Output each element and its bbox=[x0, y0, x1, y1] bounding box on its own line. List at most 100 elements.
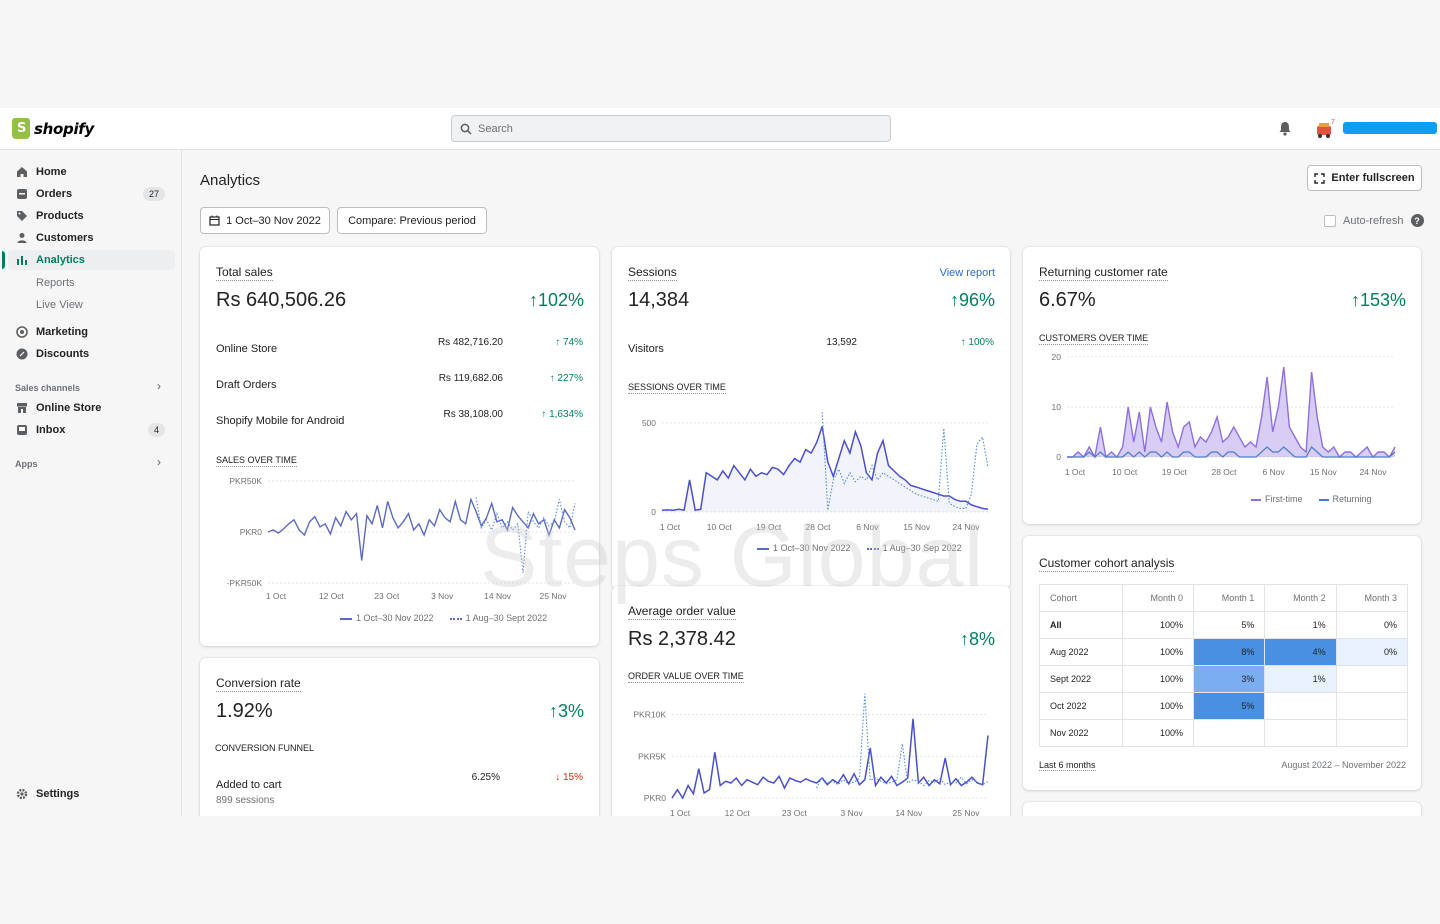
sidebar-subitem-live-view[interactable]: Live View bbox=[36, 299, 83, 311]
bar-chart-icon bbox=[17, 256, 27, 265]
legend-current[interactable]: 1 Oct–30 Nov 2022 bbox=[757, 543, 851, 553]
cohort-cell: 0% bbox=[1335, 611, 1409, 639]
x-tick-label: 28 Oct bbox=[805, 522, 831, 532]
customers-chart-title: Customers over time bbox=[1039, 333, 1149, 345]
cohort-cell bbox=[1192, 719, 1266, 747]
compare-period-button[interactable]: Compare: Previous period bbox=[337, 207, 487, 234]
cohort-header: Month 3 bbox=[1335, 584, 1409, 612]
shopify-logo[interactable]: shopify bbox=[12, 118, 94, 139]
cohort-cell: 100% bbox=[1121, 692, 1195, 720]
sidebar-item-orders[interactable]: Orders 27 bbox=[8, 184, 175, 204]
chevron-right-icon[interactable]: › bbox=[157, 379, 161, 393]
auto-refresh-toggle[interactable]: Auto-refresh ? bbox=[1324, 214, 1424, 227]
delta-value: 1,634% bbox=[549, 409, 583, 420]
cohort-cell bbox=[1264, 692, 1337, 720]
sales-row-label: Draft Orders bbox=[216, 379, 277, 391]
compare-label: Compare: Previous period bbox=[348, 214, 476, 227]
tag-icon bbox=[17, 211, 27, 221]
x-tick-label: 24 Nov bbox=[953, 522, 981, 532]
card-title: Conversion rate bbox=[216, 676, 301, 692]
delta-value: 227% bbox=[557, 373, 583, 384]
legend-label: 1 Oct–30 Nov 2022 bbox=[356, 613, 434, 623]
y-tick-label: PKR5K bbox=[638, 751, 666, 761]
cohort-label: Oct 2022 bbox=[1039, 692, 1123, 720]
x-tick-label: 10 Oct bbox=[1112, 467, 1138, 477]
delta-value: 100% bbox=[968, 337, 994, 348]
x-tick-label: 28 Oct bbox=[1211, 467, 1237, 477]
search-bar[interactable] bbox=[451, 115, 891, 142]
sidebar-item-label: Analytics bbox=[36, 254, 85, 266]
cohort-row: All 100% 5% 1% 0% bbox=[1039, 611, 1409, 639]
sidebar-item-customers[interactable]: Customers bbox=[8, 228, 175, 248]
series-line-1 bbox=[816, 693, 989, 789]
series-line-0 bbox=[1067, 366, 1396, 460]
legend-returning[interactable]: Returning bbox=[1318, 494, 1372, 504]
cohort-label: Nov 2022 bbox=[1039, 719, 1123, 747]
sidebar-item-home[interactable]: Home bbox=[8, 162, 175, 182]
conversion-delta: ↑3% bbox=[548, 701, 584, 721]
auto-refresh-label: Auto-refresh bbox=[1343, 214, 1404, 227]
help-icon[interactable]: ? bbox=[1410, 214, 1424, 227]
order-value-line-chart: PKR10K PKR5K PKR0 1 Oct 12 Oct 23 Oct 3 Nov 14 … bbox=[633, 693, 989, 816]
cohort-row: Sept 2022 100% 3% 1% bbox=[1039, 665, 1409, 693]
sessions-value: 14,384 bbox=[628, 289, 690, 311]
sidebar-item-marketing[interactable]: Marketing bbox=[8, 322, 175, 342]
auto-refresh-checkbox[interactable] bbox=[1324, 214, 1336, 227]
sidebar-item-analytics[interactable]: Analytics bbox=[2, 250, 175, 270]
sidebar: Home Orders 27 Products Customers Analyt… bbox=[0, 150, 182, 816]
inbox-badge: 4 bbox=[147, 423, 165, 437]
series-line-0 bbox=[267, 497, 576, 561]
notification-bell-icon[interactable] bbox=[1278, 121, 1292, 136]
sidebar-item-discounts[interactable]: Discounts bbox=[8, 344, 175, 364]
search-input[interactable] bbox=[478, 122, 878, 135]
y-tick-label: -PKR50K bbox=[227, 578, 263, 588]
sidebar-subitem-reports[interactable]: Reports bbox=[36, 277, 75, 289]
cohort-label: All bbox=[1039, 611, 1123, 639]
legend-current[interactable]: 1 Oct–30 Nov 2022 bbox=[340, 613, 434, 623]
returning-customer-card: Returning customer rate 6.67% ↑153% Cust… bbox=[1023, 247, 1421, 524]
store-name-bar[interactable] bbox=[1343, 122, 1437, 134]
sidebar-item-products[interactable]: Products bbox=[8, 206, 175, 226]
cohort-cell: 1% bbox=[1264, 611, 1337, 639]
customers-legend: First-time Returning bbox=[1251, 494, 1372, 504]
cohort-cell: 8% bbox=[1192, 638, 1266, 666]
x-tick-label: 14 Nov bbox=[484, 591, 512, 601]
series-area bbox=[1067, 367, 1395, 457]
cohort-cell: 5% bbox=[1192, 692, 1266, 720]
total-sales-value: Rs 640,506.26 bbox=[216, 289, 347, 311]
sidebar-item-online-store[interactable]: Online Store bbox=[8, 398, 175, 418]
card-title: Returning customer rate bbox=[1039, 265, 1168, 281]
date-range-button[interactable]: 1 Oct–30 Nov 2022 bbox=[200, 207, 330, 234]
x-tick-label: 3 Nov bbox=[431, 591, 454, 601]
cohort-cell: 5% bbox=[1192, 611, 1266, 639]
calendar-icon bbox=[209, 215, 220, 226]
total-sales-card: Total sales Rs 640,506.26 ↑102% Online S… bbox=[200, 247, 599, 646]
visitors-label: Visitors bbox=[628, 343, 664, 355]
sidebar-item-settings[interactable]: Settings bbox=[8, 784, 175, 804]
aov-value: Rs 2,378.42 bbox=[628, 628, 736, 650]
delta-value: 8% bbox=[968, 629, 995, 649]
fullscreen-label: Enter fullscreen bbox=[1331, 172, 1415, 184]
cohort-cell: 100% bbox=[1121, 665, 1195, 693]
y-tick-label: PKR0 bbox=[240, 527, 262, 537]
shopify-bag-icon bbox=[12, 118, 30, 139]
funnel-row-delta: ↓ 15% bbox=[555, 772, 583, 783]
enter-fullscreen-button[interactable]: Enter fullscreen bbox=[1307, 165, 1422, 191]
y-tick-label: 10 bbox=[1052, 402, 1062, 412]
main-content: Analytics Enter fullscreen 1 Oct–30 Nov … bbox=[182, 150, 1440, 816]
y-tick-label: 0 bbox=[1056, 452, 1061, 462]
legend-label: 1 Aug–30 Sep 2022 bbox=[882, 543, 962, 553]
legend-first-time[interactable]: First-time bbox=[1251, 494, 1303, 504]
delta-value: 96% bbox=[958, 290, 995, 310]
store-avatar-icon[interactable]: 7 bbox=[1314, 118, 1336, 140]
legend-previous[interactable]: 1 Aug–30 Sept 2022 bbox=[449, 613, 547, 623]
view-report-link[interactable]: View report bbox=[939, 267, 995, 279]
card-title: Customer cohort analysis bbox=[1039, 556, 1175, 572]
cohort-header: Cohort bbox=[1039, 584, 1123, 612]
x-tick-label: 6 Nov bbox=[1263, 467, 1286, 477]
chevron-right-icon[interactable]: › bbox=[157, 455, 161, 469]
sidebar-item-inbox[interactable]: Inbox 4 bbox=[8, 420, 175, 440]
legend-previous[interactable]: 1 Aug–30 Sep 2022 bbox=[866, 543, 962, 553]
cohort-period-link[interactable]: Last 6 months bbox=[1039, 760, 1096, 771]
